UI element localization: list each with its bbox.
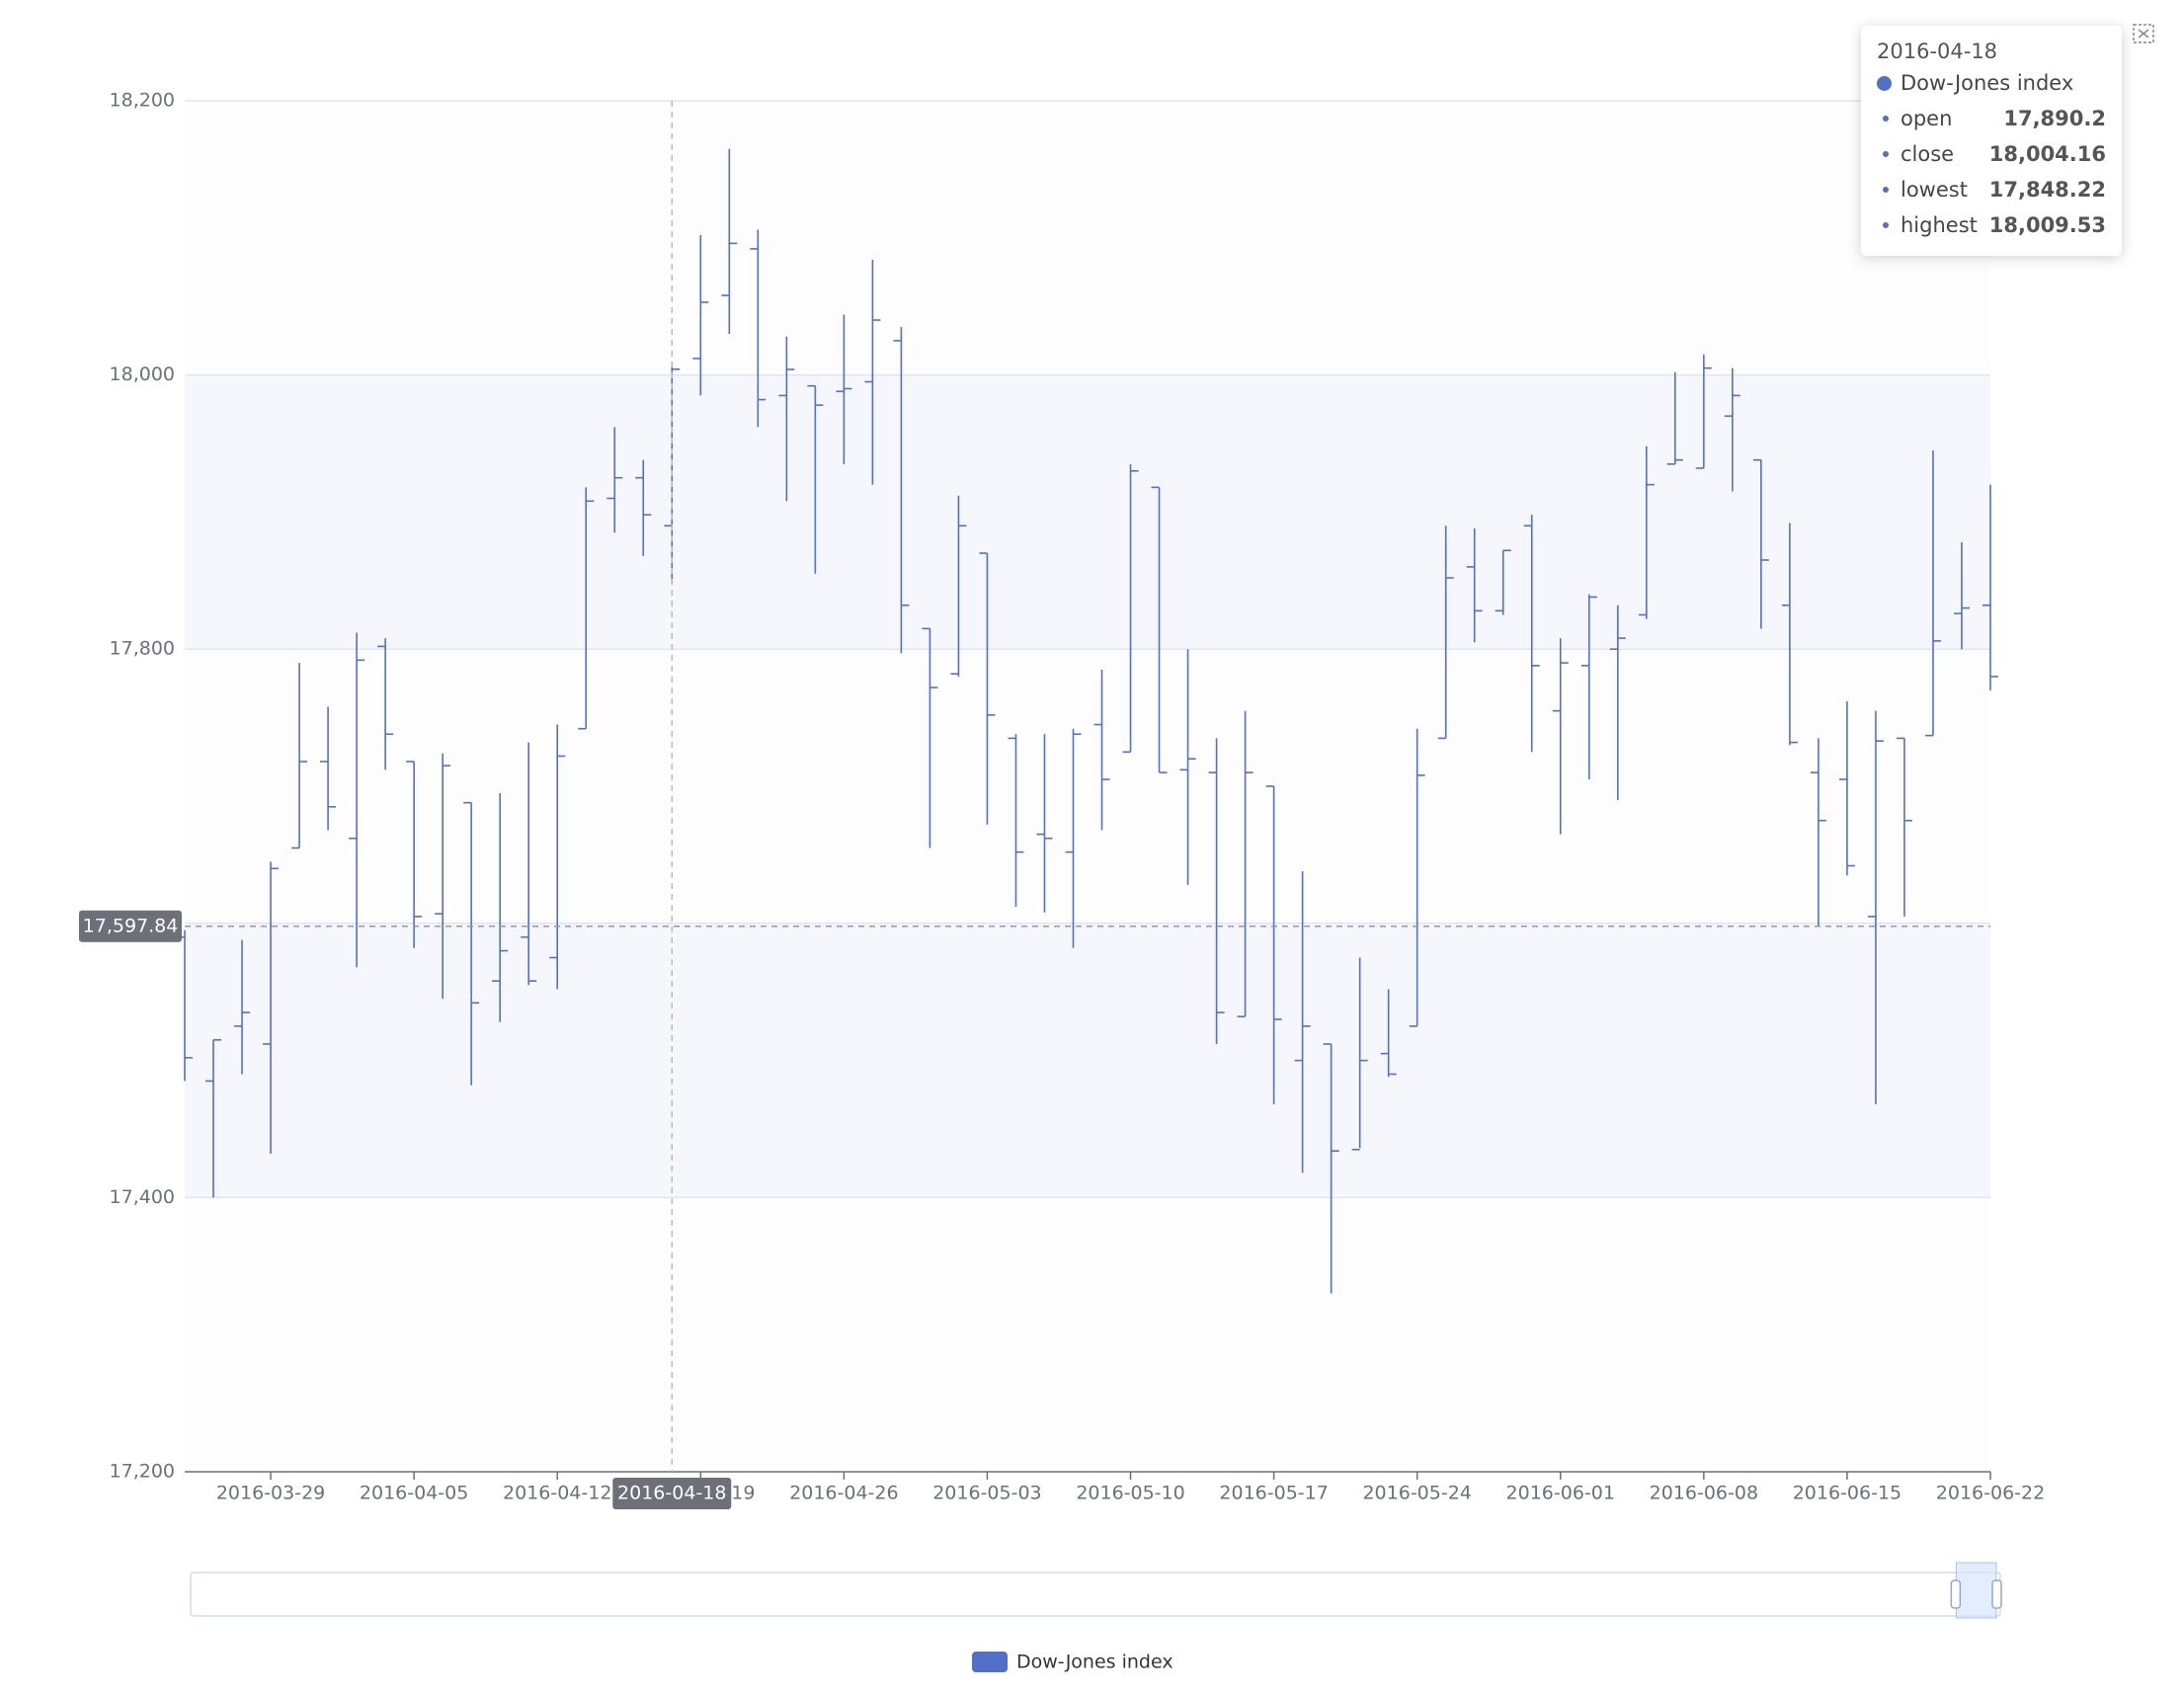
x-tick-label: 2016-04-26 <box>789 1483 898 1504</box>
data-zoom-window[interactable] <box>1956 1563 1996 1618</box>
axis-pointer-x-label: 2016-04-18 <box>617 1483 726 1504</box>
split-area-band <box>185 101 1990 375</box>
x-tick-label: 2016-05-17 <box>1219 1483 1328 1504</box>
series-marker-icon <box>1877 76 1892 91</box>
y-tick-label: 18,000 <box>110 363 175 385</box>
bullet-icon <box>1883 187 1889 193</box>
data-zoom-track[interactable] <box>191 1573 2000 1616</box>
data-zoom-handle-left[interactable] <box>1951 1580 1960 1608</box>
split-area-band <box>185 1197 1990 1472</box>
tooltip-row-highest: highest 18,009.53 <box>1877 207 2106 243</box>
x-tick-label: 2016-05-24 <box>1362 1483 1471 1504</box>
legend-label[interactable]: Dow-Jones index <box>1016 1652 1173 1673</box>
split-area-band <box>185 924 1990 1198</box>
tooltip-row-label: open <box>1901 107 2003 130</box>
tooltip-row-value: 18,004.16 <box>1989 142 2106 166</box>
x-tick-label: 2016-04-05 <box>360 1483 468 1504</box>
x-tick-label: 2016-05-10 <box>1076 1483 1184 1504</box>
x-tick-label: 2016-04-12 <box>503 1483 611 1504</box>
tooltip-date: 2016-04-18 <box>1877 40 2106 63</box>
tooltip-row-value: 18,009.53 <box>1989 213 2106 237</box>
tooltip: 2016-04-18 Dow-Jones index open 17,890.2… <box>1861 26 2122 256</box>
bullet-icon <box>1883 222 1889 228</box>
legend[interactable]: Dow-Jones index <box>972 1652 1173 1673</box>
legend-swatch[interactable] <box>972 1652 1008 1672</box>
data-zoom-slider[interactable] <box>191 1563 2001 1618</box>
y-tick-label: 18,200 <box>110 90 175 112</box>
x-tick-label: 2016-03-29 <box>216 1483 325 1504</box>
x-tick-label: 2016-06-08 <box>1650 1483 1758 1504</box>
x-tick-label: 2016-06-01 <box>1506 1483 1615 1504</box>
bullet-icon <box>1883 151 1889 157</box>
split-area-band <box>185 649 1990 924</box>
y-tick-label: 17,200 <box>110 1461 175 1483</box>
y-axis-tick-labels: 17,20017,40017,60017,80018,00018,200 <box>110 90 175 1483</box>
x-tick-label: 2016-06-15 <box>1793 1483 1901 1504</box>
axis-pointer-y-label: 17,597.84 <box>83 915 179 936</box>
tooltip-series: Dow-Jones index <box>1877 71 2106 95</box>
x-tick-label: 2016-05-03 <box>932 1483 1041 1504</box>
tooltip-row-value: 17,848.22 <box>1989 178 2106 202</box>
tooltip-row-close: close 18,004.16 <box>1877 136 2106 172</box>
tooltip-row-lowest: lowest 17,848.22 <box>1877 172 2106 207</box>
bullet-icon <box>1883 116 1889 121</box>
y-tick-label: 17,800 <box>110 638 175 660</box>
x-axis-ticks: 2016-03-292016-04-052016-04-122016-04-19… <box>216 1472 2045 1504</box>
restore-icon[interactable] <box>2132 22 2155 45</box>
tooltip-series-name: Dow-Jones index <box>1901 71 2073 95</box>
tooltip-row-label: lowest <box>1901 178 1989 202</box>
split-area-band <box>185 375 1990 650</box>
tooltip-row-value: 17,890.2 <box>2003 107 2106 130</box>
tooltip-row-label: close <box>1901 142 1989 166</box>
data-zoom-handle-right[interactable] <box>1992 1580 2001 1608</box>
tooltip-row-open: open 17,890.2 <box>1877 101 2106 136</box>
x-tick-label: 2016-06-22 <box>1936 1483 2045 1504</box>
tooltip-row-label: highest <box>1901 213 1989 237</box>
y-tick-label: 17,400 <box>110 1186 175 1208</box>
split-area-bands <box>185 101 1990 1472</box>
